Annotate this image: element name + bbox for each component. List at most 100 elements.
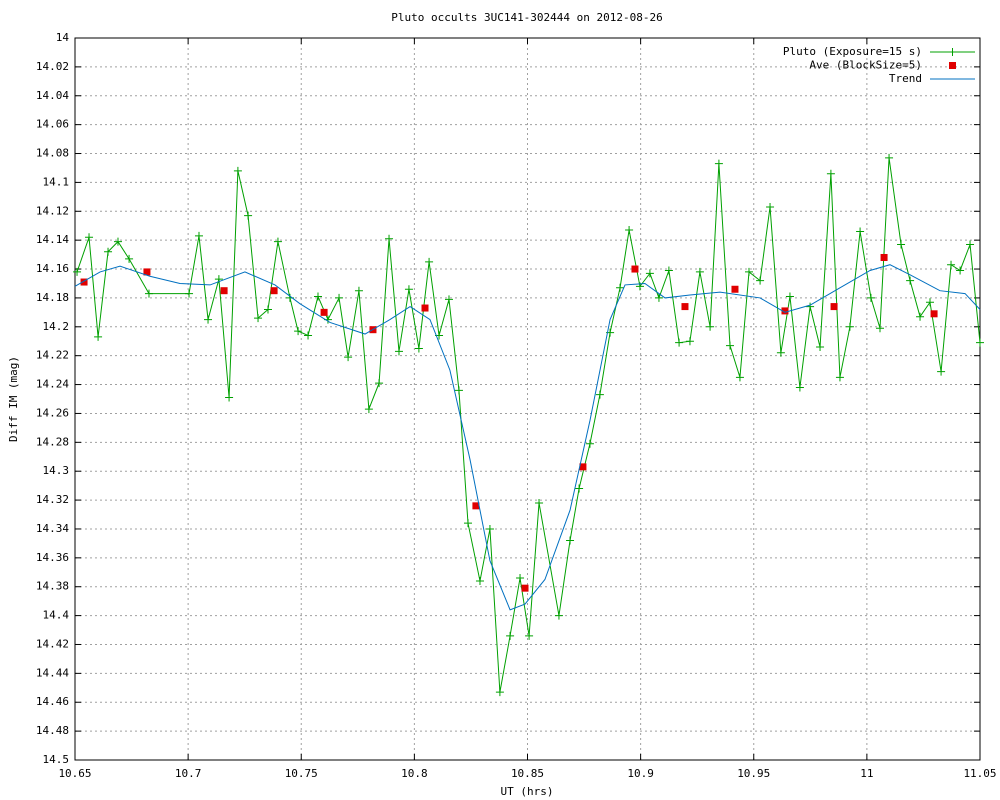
- y-tick-label: 14.22: [36, 349, 69, 362]
- y-tick-label: 14.5: [43, 753, 70, 766]
- data-point: [85, 233, 94, 242]
- data-point: [695, 267, 704, 276]
- data-point: [475, 576, 484, 585]
- y-tick-label: 14.48: [36, 724, 69, 737]
- y-tick-label: 14.4: [43, 609, 70, 622]
- data-point: [472, 502, 480, 510]
- data-point: [394, 347, 403, 356]
- data-point: [233, 166, 242, 175]
- data-point: [404, 285, 413, 294]
- data-point: [73, 267, 82, 276]
- y-tick-label: 14.38: [36, 580, 69, 593]
- data-point: [454, 386, 463, 395]
- x-tick-label: 10.85: [511, 767, 544, 780]
- data-point: [335, 293, 344, 302]
- data-point: [516, 574, 525, 583]
- data-point: [625, 226, 634, 235]
- data-point: [273, 237, 282, 246]
- data-point: [906, 276, 915, 285]
- y-tick-label: 14.3: [43, 464, 70, 477]
- data-point: [766, 202, 775, 211]
- data-point: [731, 285, 739, 293]
- data-point: [897, 240, 906, 249]
- y-tick-label: 14: [56, 31, 70, 44]
- data-point: [681, 303, 689, 311]
- data-point: [185, 289, 194, 298]
- y-tick-label: 14.04: [36, 89, 69, 102]
- y-tick-label: 14.18: [36, 291, 69, 304]
- data-point: [270, 287, 278, 295]
- y-tick-label: 14.12: [36, 204, 69, 217]
- y-tick-label: 14.16: [36, 262, 69, 275]
- data-point: [194, 231, 203, 240]
- data-point: [104, 247, 113, 256]
- data-point: [706, 322, 715, 331]
- chart-title: Pluto occults 3UC141-302444 on 2012-08-2…: [391, 11, 663, 24]
- data-point: [304, 331, 313, 340]
- data-point: [463, 519, 472, 528]
- y-tick-label: 14.02: [36, 60, 69, 73]
- data-point: [776, 348, 785, 357]
- data-point: [885, 153, 894, 162]
- data-point: [714, 159, 723, 168]
- y-tick-label: 14.06: [36, 118, 69, 131]
- data-point: [816, 343, 825, 352]
- data-point: [806, 302, 815, 311]
- data-point: [495, 688, 504, 697]
- data-point: [744, 267, 753, 276]
- series-line: [74, 264, 981, 611]
- x-tick-label: 11: [860, 767, 873, 780]
- data-point: [364, 405, 373, 414]
- data-point: [645, 269, 654, 278]
- data-point: [566, 536, 575, 545]
- legend-label: Pluto (Exposure=15 s): [783, 45, 922, 58]
- data-point: [575, 484, 584, 493]
- data-point: [579, 463, 587, 471]
- data-point: [525, 631, 534, 640]
- data-point: [220, 287, 228, 295]
- data-point: [506, 631, 515, 640]
- data-point: [595, 390, 604, 399]
- y-tick-label: 14.24: [36, 378, 69, 391]
- y-tick-label: 14.2: [43, 320, 70, 333]
- legend-label: Ave (BlockSize=5): [809, 59, 922, 72]
- y-tick-label: 14.14: [36, 233, 69, 246]
- data-point: [585, 439, 594, 448]
- data-point: [880, 253, 888, 261]
- y-tick-label: 14.46: [36, 695, 69, 708]
- data-point: [925, 298, 934, 307]
- y-tick-label: 14.32: [36, 493, 69, 506]
- data-point: [425, 257, 434, 266]
- data-point: [916, 312, 925, 321]
- data-point: [966, 240, 975, 249]
- data-point: [735, 373, 744, 382]
- data-point: [785, 292, 794, 301]
- data-point: [113, 237, 122, 246]
- data-point: [930, 310, 938, 318]
- data-point: [244, 211, 253, 220]
- legend-swatch: [948, 48, 957, 56]
- data-point: [485, 524, 494, 533]
- data-point: [725, 341, 734, 350]
- data-point: [375, 379, 384, 388]
- data-point: [835, 373, 844, 382]
- data-point: [856, 227, 865, 236]
- data-point: [125, 254, 134, 263]
- y-tick-label: 14.42: [36, 637, 69, 650]
- data-point: [976, 338, 984, 347]
- data-point: [781, 307, 789, 315]
- x-tick-label: 10.95: [737, 767, 770, 780]
- data-point: [616, 283, 625, 292]
- x-tick-label: 11.05: [963, 767, 996, 780]
- data-point: [554, 611, 563, 620]
- data-point: [143, 268, 151, 276]
- data-point: [654, 293, 663, 302]
- data-point: [675, 338, 684, 347]
- y-tick-label: 14.08: [36, 147, 69, 160]
- data-point: [795, 383, 804, 392]
- data-point: [313, 292, 322, 301]
- data-point: [947, 260, 956, 269]
- data-point: [521, 584, 529, 592]
- data-point: [756, 276, 765, 285]
- data-point: [421, 304, 429, 312]
